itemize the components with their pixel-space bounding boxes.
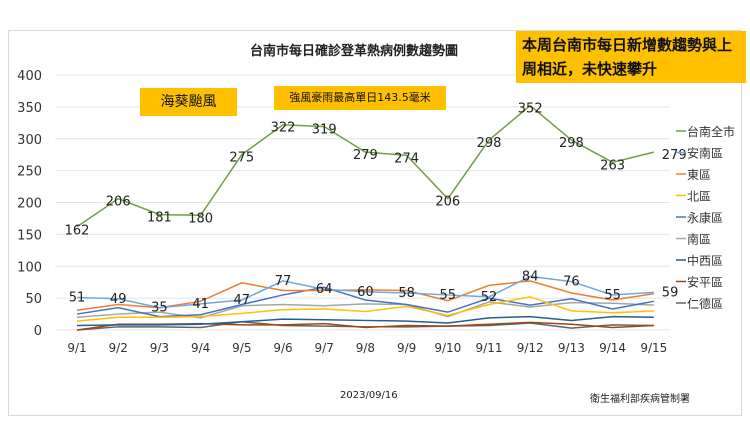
y-tick-label: 350 [17,101,42,116]
data-label: 35 [151,301,168,316]
y-tick-label: 200 [17,197,42,212]
data-label: 52 [481,290,498,305]
data-label: 352 [518,102,543,117]
data-label: 58 [398,286,415,301]
y-tick-label: 400 [17,69,42,84]
y-tick-label: 150 [17,228,42,243]
data-label: 41 [192,297,209,312]
y-tick-label: 50 [25,292,42,307]
legend-entry: 南區 [687,232,711,247]
data-label: 51 [69,290,86,305]
x-tick-label: 9/8 [356,341,375,355]
data-label: 322 [271,121,296,136]
data-label: 162 [65,224,90,239]
data-label: 180 [188,211,213,226]
series-line [76,286,654,318]
note-box: 本周台南市每日新增數趨勢與上周相近，未快速攀升 [516,31,746,83]
typhoon-annotation: 海葵颱風 [140,88,237,116]
y-tick-label: 100 [17,260,42,275]
legend-entry: 仁德區 [687,296,723,311]
data-label: 64 [316,282,333,297]
legend-entry: 台南全市 [687,124,735,139]
data-label: 298 [559,136,584,151]
series-line [76,296,654,322]
legend-entry: 安平區 [687,275,723,290]
data-label: 275 [229,151,254,166]
data-label: 77 [275,274,292,289]
series-line [76,301,654,319]
y-tick-label: 0 [34,324,42,339]
series-line [76,320,654,331]
rain-annotation: 強風豪雨最高單日143.5毫米 [274,86,446,110]
x-tick-label: 9/13 [558,341,585,355]
series-line [76,315,654,327]
legend-entry: 東區 [687,168,711,182]
data-label: 206 [106,195,131,210]
x-tick-label: 9/5 [232,341,251,355]
data-label: 84 [522,269,539,284]
series-line [76,104,654,228]
data-label: 319 [312,123,337,138]
x-tick-label: 9/10 [434,341,461,355]
chart-title: 台南市每日確診登革熱病例數趨勢圖 [250,44,459,59]
data-label: 55 [604,288,621,303]
source-label: 衛生福利部疾病管制署 [590,394,690,405]
data-label: 263 [600,158,625,173]
x-tick-label: 9/6 [273,341,292,355]
legend-entry: 北區 [687,190,711,204]
x-tick-label: 9/11 [476,341,503,355]
x-tick-label: 9/2 [109,341,128,355]
x-tick-label: 9/1 [67,341,86,355]
data-label: 279 [662,148,687,163]
x-tick-label: 9/3 [150,341,169,355]
data-label: 60 [357,285,374,300]
data-label: 76 [563,275,580,290]
date-label: 2023/09/16 [340,390,398,401]
data-label: 279 [353,148,378,163]
data-label: 47 [234,293,251,308]
y-tick-label: 250 [17,165,42,180]
x-tick-label: 9/9 [397,341,416,355]
chart-frame [8,30,742,416]
data-label: 274 [394,151,419,166]
x-tick-label: 9/4 [191,341,210,355]
x-tick-label: 9/15 [640,341,667,355]
series-line [76,280,654,311]
data-label: 181 [147,211,172,226]
data-label: 206 [435,195,460,210]
y-tick-label: 300 [17,133,42,148]
series-line [76,275,654,309]
legend-entry: 永康區 [687,210,723,225]
x-tick-label: 9/14 [599,341,626,355]
legend-entry: 中西區 [687,253,723,268]
data-label: 298 [477,136,502,151]
x-tick-label: 9/7 [315,341,334,355]
data-label: 49 [110,292,127,307]
data-label: 59 [662,285,679,300]
x-tick-label: 9/12 [517,341,544,355]
data-label: 55 [440,288,457,303]
legend-entry: 安南區 [687,146,723,161]
